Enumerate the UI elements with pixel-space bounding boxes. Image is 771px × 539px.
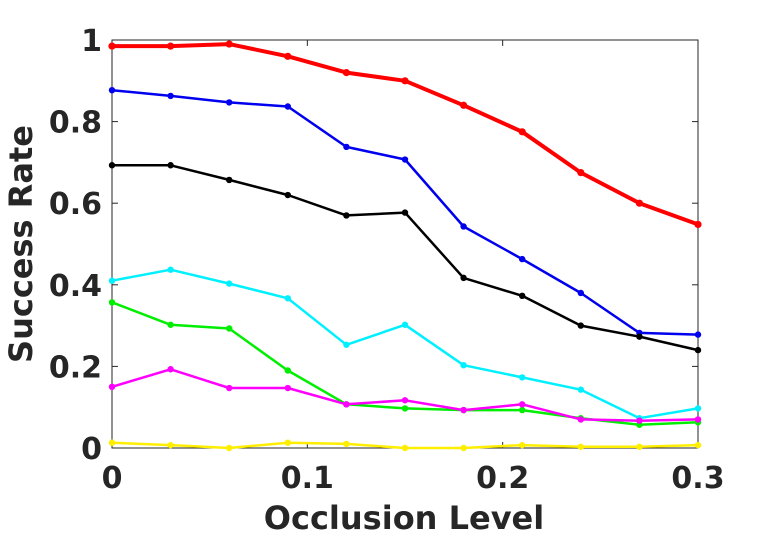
data-point <box>108 439 116 446</box>
data-point <box>635 199 644 207</box>
data-point <box>577 169 585 177</box>
data-point <box>577 416 584 423</box>
data-point <box>460 406 467 414</box>
data-point <box>343 440 350 448</box>
data-point <box>226 384 233 392</box>
data-point <box>519 406 526 414</box>
series-6 <box>108 439 702 452</box>
x-tick-label: 0 <box>102 461 123 496</box>
data-point <box>167 42 175 50</box>
y-tick-label: 1 <box>81 24 102 59</box>
data-point <box>460 444 467 452</box>
data-point <box>518 128 526 136</box>
y-tick-label: 0.2 <box>49 350 102 385</box>
data-point <box>460 223 467 230</box>
data-point <box>342 69 350 77</box>
data-point <box>694 331 702 338</box>
data-point <box>167 266 174 273</box>
y-tick-label: 0.4 <box>49 269 102 304</box>
series-group <box>108 40 702 452</box>
data-point <box>226 99 233 106</box>
x-tick-label: 0.2 <box>476 461 529 496</box>
data-point <box>401 405 409 412</box>
y-tick-label: 0.6 <box>49 187 102 222</box>
data-point <box>343 143 350 151</box>
data-point <box>577 386 584 393</box>
data-point <box>694 405 702 412</box>
data-point <box>284 439 291 446</box>
data-point <box>401 209 409 216</box>
data-point <box>226 444 233 452</box>
data-point <box>694 220 702 229</box>
axes: 0 0.1 0.2 0.3 0 0.2 0.4 0.6 0.8 1 <box>49 24 725 496</box>
data-point <box>460 101 468 109</box>
data-point <box>694 416 702 423</box>
data-point <box>225 40 233 48</box>
data-point <box>460 361 467 369</box>
data-point <box>519 374 526 381</box>
x-axis-label: Occlusion Level <box>264 499 544 537</box>
data-point <box>284 52 292 60</box>
data-point <box>226 176 233 184</box>
data-point <box>108 383 116 390</box>
data-point <box>284 191 291 199</box>
y-tick-label: 0 <box>81 432 102 467</box>
data-point <box>343 341 350 348</box>
data-point <box>167 162 174 169</box>
data-point <box>519 441 526 449</box>
data-point <box>167 92 174 100</box>
data-point <box>577 322 584 329</box>
data-point <box>519 255 526 263</box>
data-point <box>284 367 291 374</box>
data-point <box>108 162 116 169</box>
data-point <box>167 321 174 328</box>
data-point <box>167 441 174 449</box>
data-point <box>401 77 409 85</box>
data-point <box>343 401 350 408</box>
data-point <box>226 325 233 332</box>
data-point <box>284 103 291 110</box>
data-point <box>108 86 116 94</box>
data-point <box>636 333 643 340</box>
y-axis-label: Success Rate <box>2 125 40 363</box>
x-tick-label: 0.1 <box>281 461 334 496</box>
data-point <box>401 156 409 163</box>
data-point <box>343 212 350 219</box>
data-point <box>694 441 702 449</box>
data-point <box>401 321 409 328</box>
data-point <box>519 401 526 408</box>
y-tick-label: 0.8 <box>49 106 102 141</box>
series-2 <box>108 162 702 354</box>
series-0 <box>108 40 702 229</box>
data-point <box>577 443 584 450</box>
data-point <box>108 299 116 306</box>
data-point <box>460 274 467 282</box>
series-5 <box>108 366 702 424</box>
x-tick-label: 0.3 <box>671 461 724 496</box>
data-point <box>519 292 526 300</box>
data-point <box>108 42 116 50</box>
data-point <box>401 397 409 404</box>
data-point <box>401 444 409 452</box>
data-point <box>577 289 584 297</box>
data-point <box>284 295 291 302</box>
data-point <box>636 417 643 424</box>
data-point <box>108 277 116 284</box>
data-point <box>226 280 233 287</box>
data-point <box>284 384 291 392</box>
data-point <box>694 346 702 354</box>
data-point <box>167 366 174 373</box>
data-point <box>636 443 643 450</box>
